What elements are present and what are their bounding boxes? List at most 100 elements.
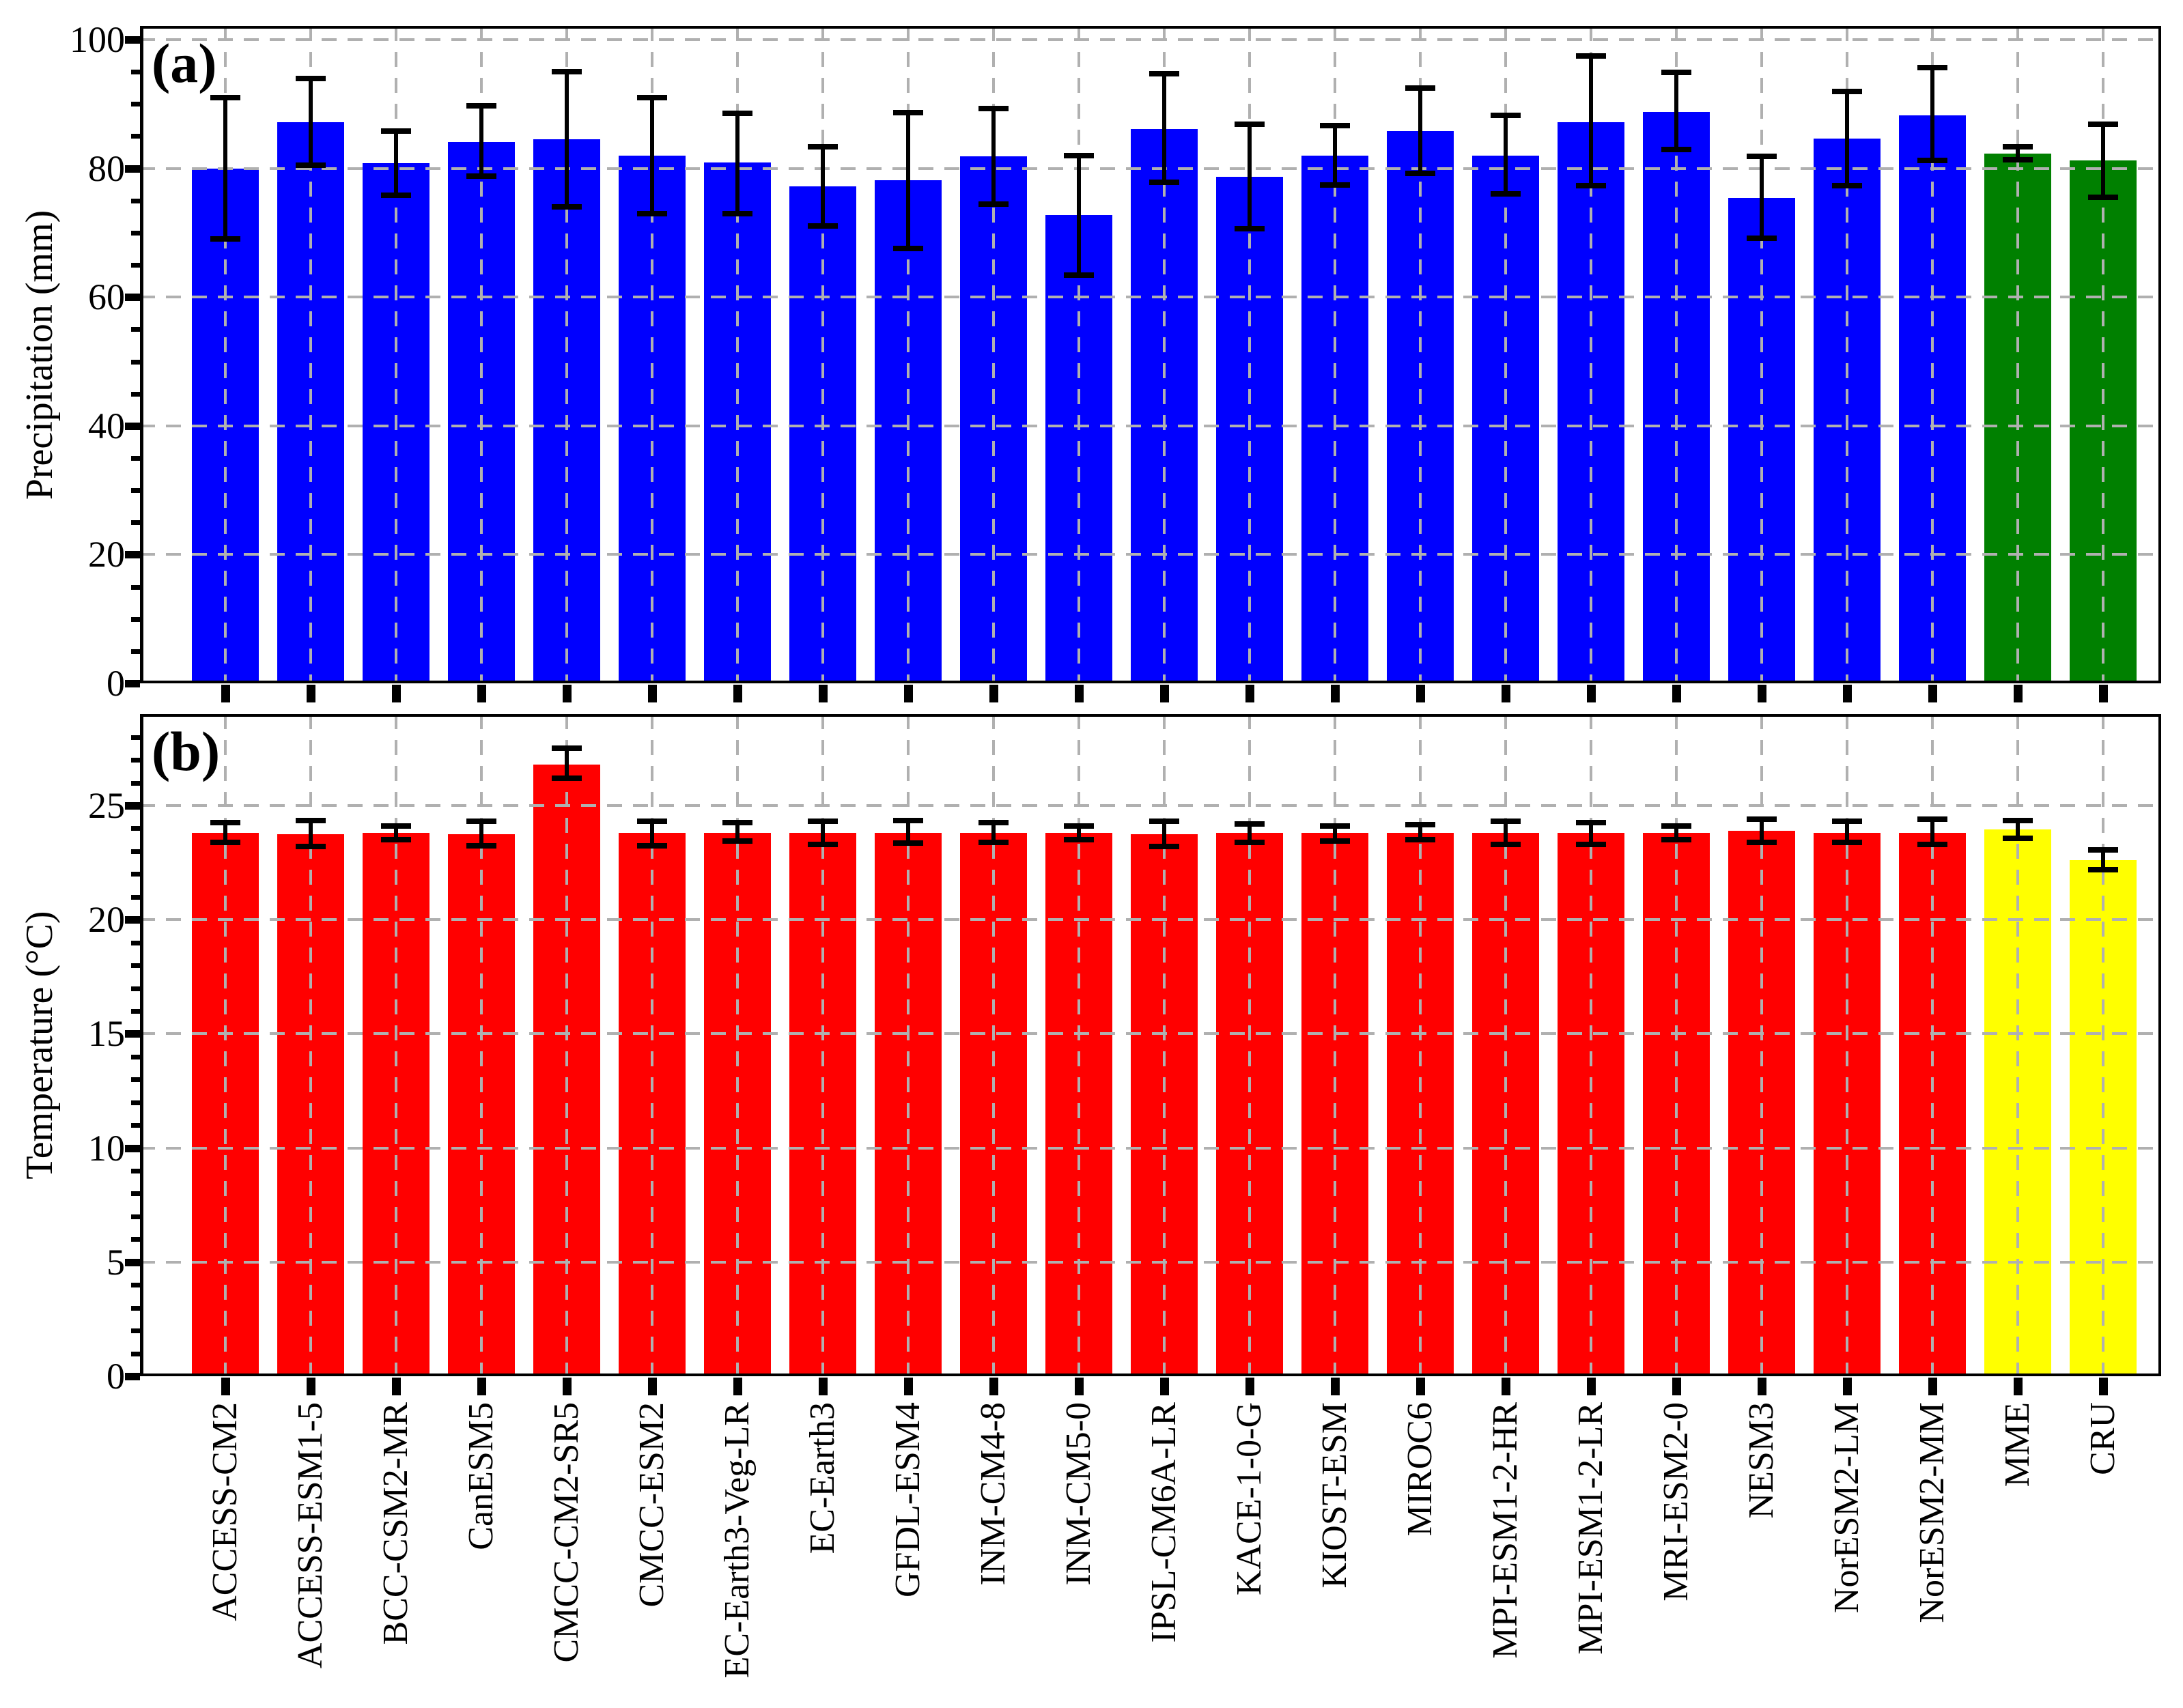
vertical-gridline-a-MPI-ESM1-2-LR [1590,26,1592,683]
errorbar-b-CanESM5 [479,821,483,846]
errorbar-cap-bottom-b-EC-Earth3-Veg-LR [722,838,752,844]
errorbar-cap-top-a-MRI-ESM2-0 [1661,70,1691,76]
vertical-gridline-b-NorESM2-MM [1931,714,1934,1376]
errorbar-cap-top-a-CanESM5 [466,103,496,109]
errorbar-cap-bottom-b-INM-CM4-8 [978,839,1009,845]
vertical-gridline-a-CMCC-ESM2 [651,26,653,683]
y-minor-tick-a-30 [131,488,140,494]
errorbar-cap-top-a-MPI-ESM1-2-HR [1491,113,1521,119]
x-tick-b-MIROC6 [1416,1378,1425,1395]
errorbar-a-BCC-CSM2-MR [394,130,398,196]
errorbar-b-ACCESS-ESM1-5 [309,820,313,847]
spine-right-a [2158,26,2161,683]
x-label-MRI-ESM2-0: MRI-ESM2-0 [1657,1402,1695,1602]
spine-bottom-b [140,1373,2161,1376]
y-major-tick-a-0 [125,680,140,687]
errorbar-cap-top-a-KIOST-ESM [1320,123,1350,129]
errorbar-cap-bottom-b-CMCC-CM2-SR5 [552,775,582,781]
y-minor-tick-a-95 [131,70,140,75]
y-minor-tick-b-7 [131,1214,140,1219]
spine-left-a [140,26,143,683]
errorbar-b-BCC-CSM2-MR [394,826,398,840]
errorbar-cap-bottom-a-NorESM2-MM [1917,158,1947,164]
horizontal-gridline-a-40 [140,424,2161,427]
y-minor-tick-b-28 [131,735,140,740]
y-axis-title-temperature: Temperature (°C) [18,911,61,1180]
y-tick-label-b-0: 0 [107,1356,125,1397]
errorbar-cap-top-b-INM-CM4-8 [978,820,1009,826]
errorbar-cap-top-b-MIROC6 [1405,822,1435,828]
x-tick-b-BCC-CSM2-MR [392,1378,401,1395]
y-minor-tick-b-1 [131,1351,140,1356]
vertical-gridline-a-EC-Earth3-Veg-LR [736,26,739,683]
y-major-tick-b-15 [125,1030,140,1038]
errorbar-cap-top-b-KACE-1-0-G [1235,821,1265,827]
y-major-tick-b-5 [125,1258,140,1266]
errorbar-cap-top-b-INM-CM5-0 [1064,823,1094,829]
errorbar-cap-bottom-b-MME [2003,836,2033,842]
vertical-gridline-a-EC-Earth3 [821,26,824,683]
errorbar-cap-top-b-MPI-ESM1-2-LR [1576,820,1606,826]
y-minor-tick-b-16 [131,1008,140,1014]
x-label-CRU: CRU [2083,1402,2122,1475]
y-minor-tick-a-65 [131,263,140,268]
y-tick-label-a-80: 80 [88,147,125,189]
errorbar-a-INM-CM4-8 [991,108,996,205]
errorbar-cap-top-a-MPI-ESM1-2-LR [1576,53,1606,59]
x-label-EC-Earth3-Veg-LR: EC-Earth3-Veg-LR [718,1402,757,1679]
x-tick-b-ACCESS-ESM1-5 [307,1378,315,1395]
x-tick-b-MRI-ESM2-0 [1672,1378,1681,1395]
y-minor-tick-a-15 [131,584,140,590]
horizontal-gridline-a-60 [140,296,2161,299]
errorbar-cap-top-a-INM-CM4-8 [978,105,1009,111]
errorbar-cap-bottom-a-KACE-1-0-G [1235,226,1265,232]
x-label-GFDL-ESM4: GFDL-ESM4 [888,1402,927,1598]
x-tick-a-MRI-ESM2-0 [1672,685,1681,702]
y-minor-tick-a-85 [131,134,140,139]
errorbar-b-NESM3 [1760,819,1764,842]
errorbar-cap-top-b-CRU [2088,847,2118,853]
y-tick-label-b-10: 10 [88,1127,125,1169]
x-tick-b-GFDL-ESM4 [904,1378,913,1395]
errorbar-a-NorESM2-MM [1930,68,1934,161]
errorbar-b-EC-Earth3-Veg-LR [735,823,740,841]
errorbar-cap-bottom-b-CanESM5 [466,842,496,849]
y-tick-label-b-20: 20 [88,899,125,941]
errorbar-cap-top-b-EC-Earth3-Veg-LR [722,820,752,826]
horizontal-gridline-b-25 [140,804,2161,807]
x-tick-b-KACE-1-0-G [1245,1378,1254,1395]
vertical-gridline-a-BCC-CSM2-MR [395,26,397,683]
errorbar-a-MIROC6 [1418,87,1422,174]
errorbar-b-ACCESS-CM2 [223,823,227,842]
y-major-tick-a-20 [125,551,140,559]
errorbar-cap-bottom-b-IPSL-CM6A-LR [1149,844,1179,850]
errorbar-cap-top-a-EC-Earth3-Veg-LR [722,111,752,117]
errorbar-cap-bottom-b-KIOST-ESM [1320,838,1350,844]
y-minor-tick-a-45 [131,391,140,397]
errorbar-cap-top-b-MME [2003,817,2033,823]
errorbar-cap-bottom-a-CMCC-ESM2 [637,210,667,216]
errorbar-cap-top-a-CRU [2088,121,2118,127]
errorbar-a-EC-Earth3 [821,146,825,227]
x-tick-a-CMCC-ESM2 [648,685,657,702]
y-minor-tick-b-3 [131,1305,140,1311]
vertical-gridline-a-NESM3 [1760,26,1763,683]
x-tick-b-NESM3 [1758,1378,1766,1395]
x-label-NESM3: NESM3 [1742,1402,1781,1519]
errorbar-cap-top-a-INM-CM5-0 [1064,152,1094,158]
errorbar-cap-bottom-b-GFDL-ESM4 [893,840,923,846]
errorbar-cap-bottom-b-CMCC-ESM2 [637,842,667,849]
errorbar-cap-top-a-ACCESS-ESM1-5 [296,75,326,81]
errorbar-a-MPI-ESM1-2-HR [1504,115,1508,195]
errorbar-cap-top-a-NESM3 [1747,153,1777,159]
y-major-tick-a-100 [125,36,140,44]
x-tick-a-GFDL-ESM4 [904,685,913,702]
panel-a-precipitation [140,26,2161,683]
x-tick-a-KACE-1-0-G [1245,685,1254,702]
errorbar-cap-top-b-BCC-CSM2-MR [381,823,411,829]
vertical-gridline-b-EC-Earth3-Veg-LR [736,714,739,1376]
vertical-gridline-a-NorESM2-MM [1931,26,1934,683]
x-tick-b-CMCC-CM2-SR5 [563,1378,572,1395]
errorbar-a-KIOST-ESM [1333,126,1337,186]
vertical-gridline-a-CMCC-CM2-SR5 [565,26,568,683]
